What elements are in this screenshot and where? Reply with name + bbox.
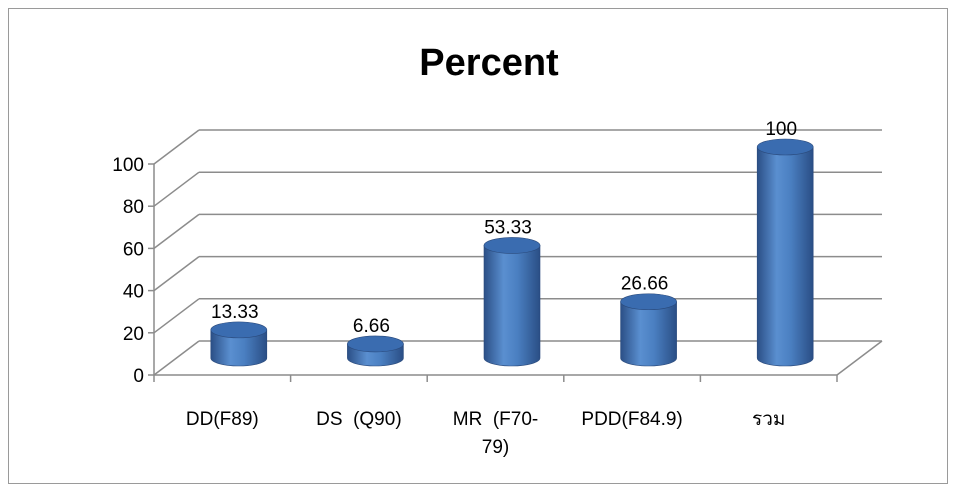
- gridline-side: [153, 340, 200, 376]
- data-label: 13.33: [211, 302, 259, 323]
- chart-frame: 0 20 40 60 80 100 13.33 DD(F89) 6.66 DS (Q90) 53.3…: [8, 8, 948, 484]
- chart-labels: 0 20 40 60 80 100 13.33 DD(F89) 6.66 DS (Q90) 53.3…: [112, 119, 797, 458]
- y-tick-label: 100: [112, 155, 144, 176]
- chart-axes: [148, 163, 838, 382]
- gridline-side: [153, 256, 200, 292]
- gridline-side: [153, 298, 200, 334]
- bar: [756, 138, 814, 367]
- data-label: 100: [765, 119, 797, 140]
- chart-bars: [210, 138, 814, 367]
- bar-body: [756, 146, 814, 367]
- x-tick-label: รวม: [752, 409, 785, 430]
- y-tick-label: 80: [123, 197, 144, 218]
- bar-top: [756, 138, 814, 156]
- bar-top: [210, 321, 268, 339]
- bar: [620, 293, 677, 367]
- x-tick-label: DS (Q90): [316, 409, 402, 430]
- bar: [210, 321, 268, 367]
- bar: [347, 335, 404, 367]
- floor-edge: [836, 340, 883, 376]
- chart-title: Percent: [419, 42, 559, 84]
- bar-body: [483, 245, 541, 367]
- data-label: 26.66: [621, 274, 669, 295]
- x-tick-label: DD(F89): [186, 409, 259, 430]
- bar-body: [210, 329, 268, 367]
- gridline-side: [153, 171, 200, 207]
- bar-top: [347, 335, 404, 353]
- bar-top: [483, 237, 541, 254]
- bar: [483, 237, 541, 367]
- data-label: 6.66: [353, 316, 390, 337]
- gridline-side: [153, 213, 200, 249]
- x-tick-label: MR (F70-79): [453, 409, 539, 458]
- y-tick-label: 40: [123, 282, 144, 303]
- bar-top: [620, 293, 677, 311]
- bar-chart: 0 20 40 60 80 100 13.33 DD(F89) 6.66 DS (Q90) 53.3…: [112, 42, 883, 458]
- gridline-side: [153, 129, 200, 165]
- bar-body: [620, 301, 677, 367]
- y-tick-label: 60: [123, 239, 144, 260]
- y-tick-label: 20: [123, 324, 144, 345]
- x-tick-label: PDD(F84.9): [581, 409, 682, 430]
- data-label: 53.33: [484, 217, 532, 238]
- y-tick-label: 0: [133, 366, 144, 387]
